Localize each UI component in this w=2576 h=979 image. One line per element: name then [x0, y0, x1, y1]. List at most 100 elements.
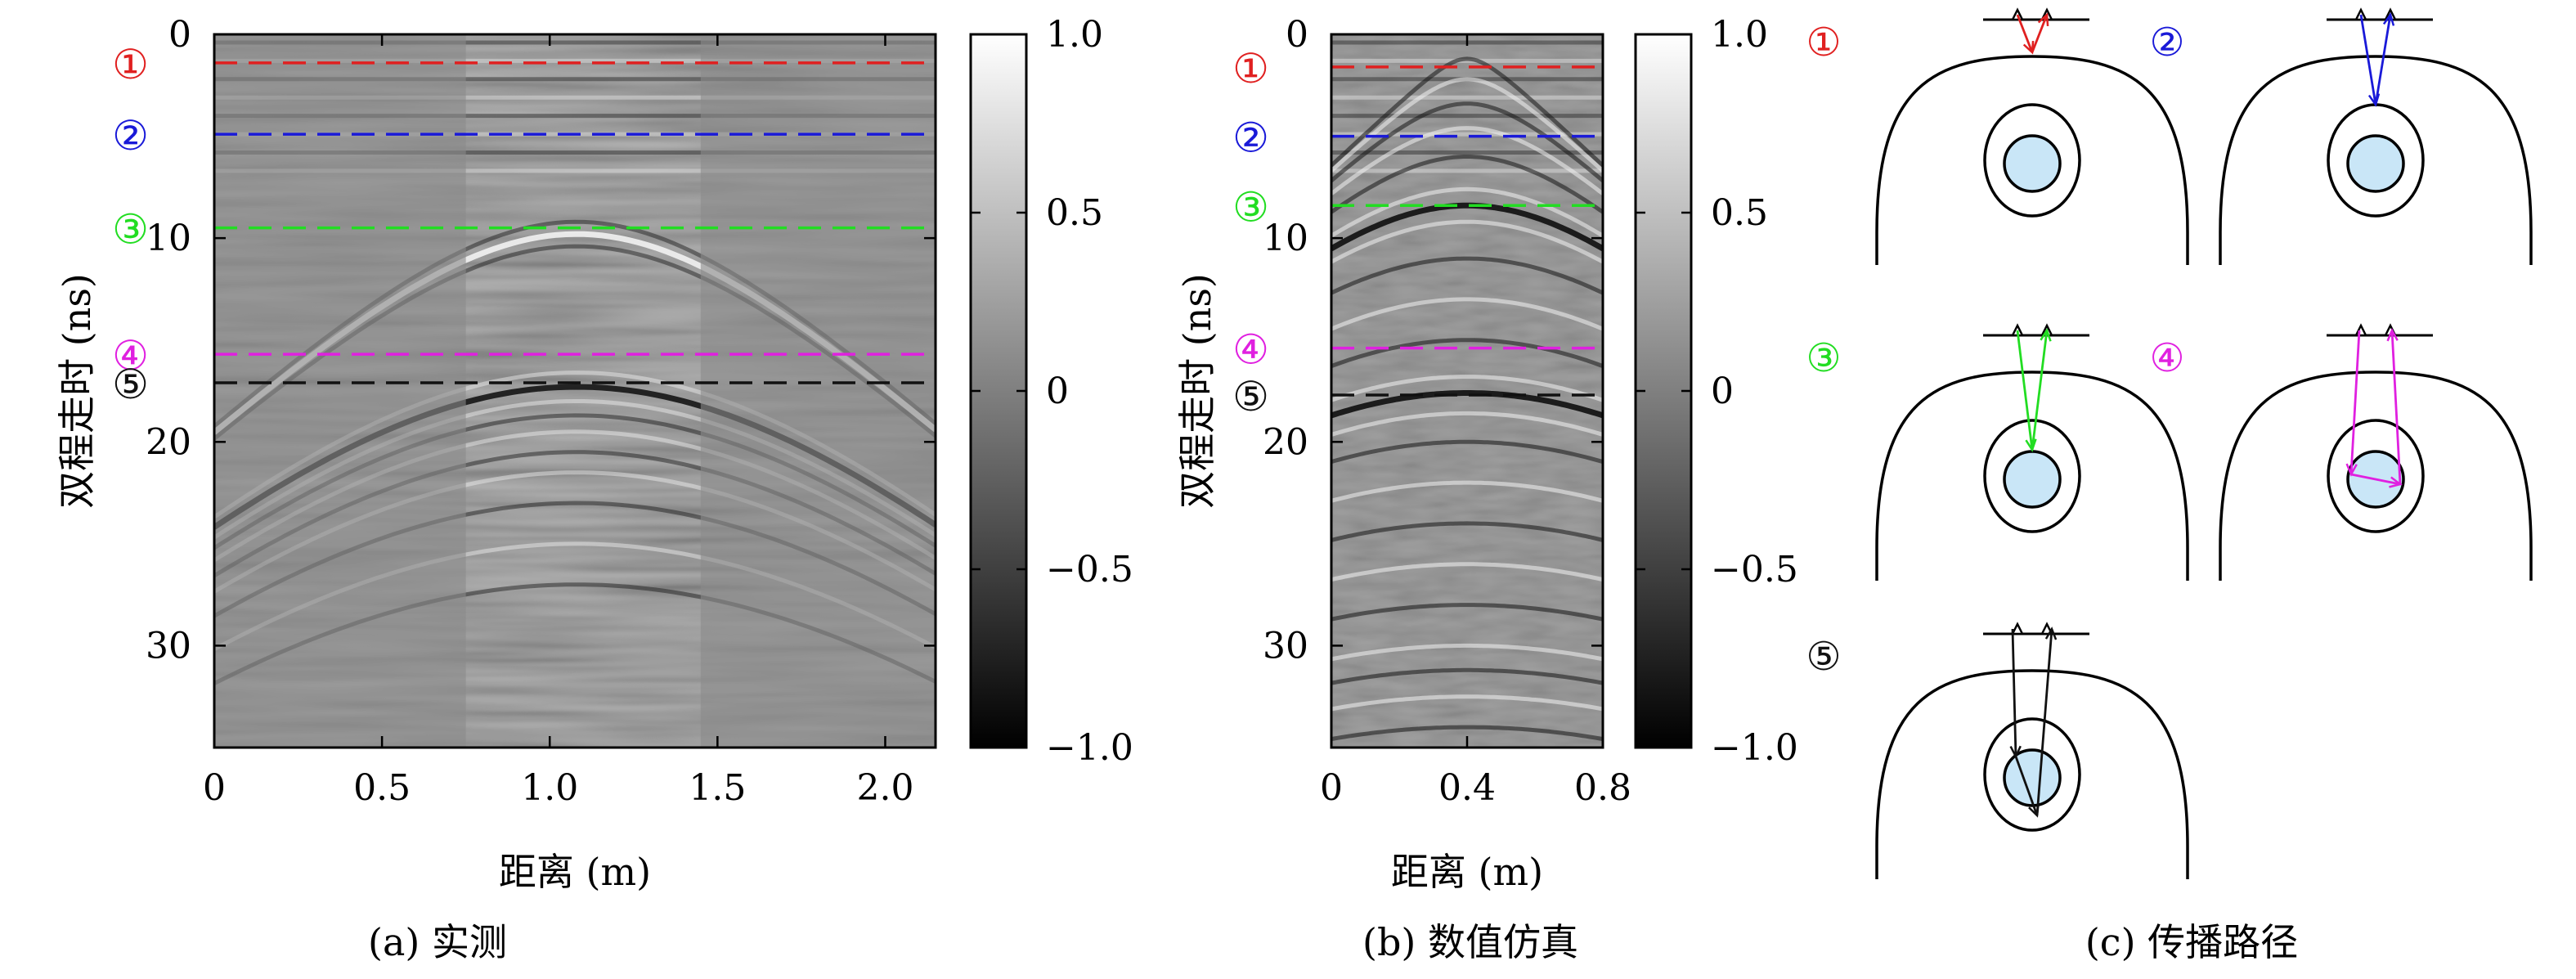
diagram-label-5: ⑤	[1806, 634, 1841, 680]
x-tick-label: 0.8	[1574, 767, 1631, 809]
cavity-core	[2003, 450, 2062, 509]
y-tick-label: 0	[1286, 14, 1308, 56]
flank-mask-right	[700, 34, 936, 748]
diagram-cell-5: ⑤	[1806, 622, 2189, 879]
radargram-image-b	[1331, 34, 1603, 748]
panel-a: ① ② ③ ④⑤ 0 0.5 1.0 1.5 2.0 0 10 20 30 距离 (m) 双程走时 (ns)…	[55, 14, 1133, 894]
reflection-hyperbola	[1331, 126, 1603, 195]
cavity-core	[2003, 134, 2062, 193]
reflection-hyperbola	[1331, 667, 1603, 685]
marker-label-4: ④	[1232, 326, 1269, 374]
marker-label-4: ④	[112, 332, 149, 379]
colorbar-tick-label: −0.5	[1046, 549, 1133, 591]
y-tick-label: 30	[146, 625, 191, 667]
decay-ring	[2327, 419, 2425, 533]
ray-path	[2016, 14, 2034, 53]
marker-label-5: ⑤	[1232, 373, 1269, 420]
reflection-hyperbola	[1331, 56, 1603, 168]
ray-path	[2016, 330, 2034, 451]
reflection-hyperbola	[1331, 338, 1603, 368]
colorbar-tick-label: −1.0	[1711, 727, 1798, 769]
marker-label-2: ②	[1232, 115, 1269, 162]
reflection-hyperbola	[1331, 521, 1603, 542]
cavity-core	[2003, 748, 2062, 807]
reflection-hyperbola	[1331, 77, 1603, 173]
y-axis-label: 双程走时 (ns)	[55, 273, 99, 509]
caption-a: (a) 实测	[368, 920, 507, 964]
colorbar-tick-label: 0	[1711, 370, 1734, 412]
colorbar-tick-label: 1.0	[1046, 14, 1103, 56]
ray-path	[2349, 330, 2361, 475]
ray-path	[2374, 14, 2392, 106]
reflection-hyperbola	[1331, 694, 1603, 712]
trunk-outline	[1875, 370, 2189, 581]
x-tick-label: 1.5	[689, 767, 746, 809]
x-tick-label: 2.0	[856, 767, 913, 809]
y-axis-label: 双程走时 (ns)	[1175, 273, 1219, 509]
reflection-hyperbola	[1331, 439, 1603, 465]
marker-label-1: ①	[112, 41, 149, 88]
reflection-hyperbola	[1331, 256, 1603, 295]
flank-mask-left	[214, 34, 466, 748]
ray-path	[2350, 473, 2401, 486]
trunk-outline	[2219, 55, 2533, 265]
arrow-head	[2040, 328, 2052, 342]
trunk-outline	[1875, 55, 2189, 265]
colorbar-tick-label: −0.5	[1711, 549, 1798, 591]
ray-path	[2359, 14, 2377, 106]
trunk-outline	[1875, 669, 2189, 879]
diagram-label-2: ②	[2149, 20, 2184, 65]
y-tick-label: 10	[146, 218, 191, 259]
y-tick-label: 10	[1263, 218, 1308, 259]
diagram-cell-3: ③	[1806, 323, 2189, 581]
diagram-label-4: ④	[2149, 335, 2184, 381]
y-tick-label: 0	[168, 14, 191, 56]
x-tick-label: 1.0	[521, 767, 578, 809]
y-tick-label: 20	[1263, 421, 1308, 463]
reflection-hyperbola	[1331, 725, 1603, 742]
caption-c: (c) 传播路径	[2085, 920, 2298, 964]
antenna-marker	[2354, 323, 2368, 337]
reflection-hyperbola	[1331, 643, 1603, 662]
colorbar-tick-label: 0.5	[1711, 192, 1768, 234]
ray-path	[2035, 628, 2053, 816]
reflection-hyperbola	[1331, 480, 1603, 503]
marker-label-3: ③	[1232, 183, 1269, 231]
diagram-label-3: ③	[1806, 335, 1841, 381]
ray-path	[2014, 756, 2039, 816]
radargram-image-a	[214, 34, 936, 748]
ray-path	[2011, 628, 2017, 757]
x-axis-label: 距离 (m)	[499, 850, 651, 894]
colorbar-tick-label: 1.0	[1711, 14, 1768, 56]
reflection-hyperbola	[1331, 375, 1603, 402]
caption-b: (b) 数值仿真	[1362, 920, 1578, 964]
cavity-core	[2346, 134, 2405, 193]
x-axis-label: 距离 (m)	[1391, 850, 1543, 894]
ray-path	[2031, 330, 2049, 451]
reflection-hyperbola	[1331, 219, 1603, 264]
arrow-head	[2037, 12, 2049, 27]
trunk-outline	[2219, 370, 2533, 581]
reflection-hyperbola	[1331, 390, 1603, 419]
x-tick-label: 0	[1320, 767, 1343, 809]
colorbar-tick-label: 0	[1046, 370, 1069, 412]
x-tick-label: 0.4	[1438, 767, 1496, 809]
ray-path	[2390, 330, 2402, 485]
marker-label-5: ⑤	[112, 361, 149, 408]
reflection-hyperbola	[1331, 562, 1603, 582]
y-tick-label: 20	[146, 421, 191, 463]
x-tick-label: 0	[203, 767, 226, 809]
arrow-head	[2044, 626, 2058, 640]
diagram-cell-4: ④	[2149, 323, 2533, 581]
reflection-hyperbola	[1331, 603, 1603, 622]
diagram-label-1: ①	[1806, 20, 1841, 65]
diagram-cell-1: ①	[1806, 7, 2189, 265]
panel-c-propagation-diagrams: ① ② ③ ④ ⑤	[1806, 7, 2533, 879]
x-tick-label: 0.5	[353, 767, 411, 809]
plot-frame	[213, 33, 937, 749]
reflection-hyperbola	[1331, 101, 1603, 182]
colorbar-tick-label: 0.5	[1046, 192, 1103, 234]
colorbar-tick-label: −1.0	[1046, 727, 1133, 769]
marker-label-3: ③	[112, 206, 149, 254]
